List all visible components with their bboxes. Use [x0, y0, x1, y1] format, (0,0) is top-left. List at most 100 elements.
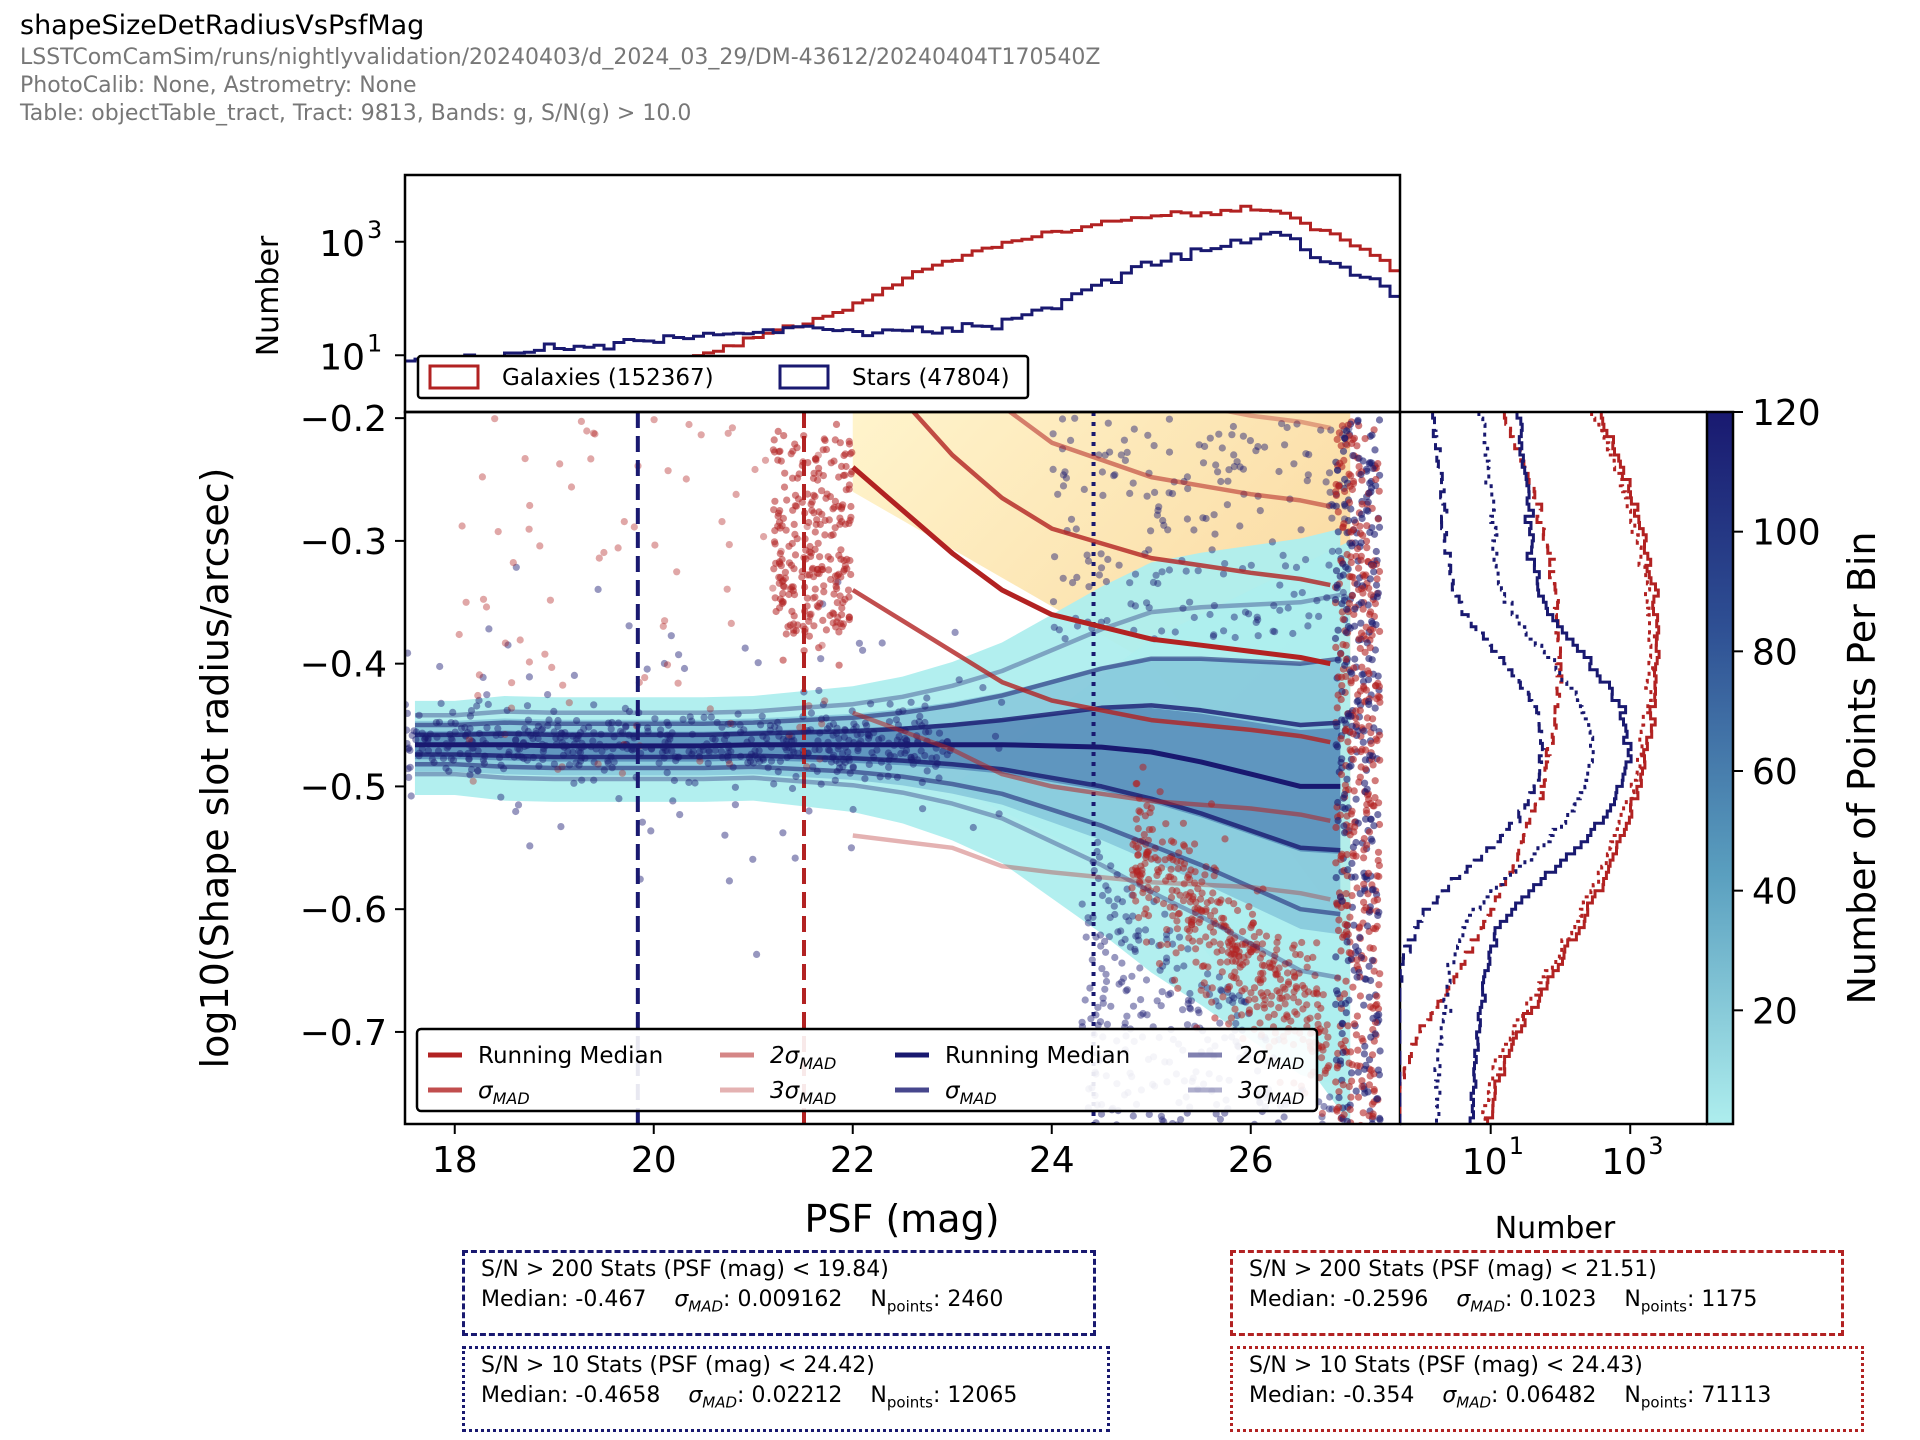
- star-point: [1071, 414, 1079, 422]
- star-point: [779, 829, 787, 837]
- edge-strip-point: [1341, 999, 1350, 1008]
- star-point: [538, 726, 546, 734]
- star-point: [1199, 459, 1208, 467]
- star-point: [1186, 598, 1194, 606]
- star-point: [1152, 571, 1160, 579]
- star-point: [415, 711, 423, 719]
- star-point: [1155, 1192, 1162, 1199]
- edge-strip-point: [1340, 990, 1349, 998]
- star-point: [910, 752, 919, 761]
- star-point: [662, 746, 670, 755]
- galaxy-point: [1206, 912, 1215, 920]
- star-point: [594, 585, 602, 594]
- edge-strip-point: [1340, 822, 1348, 830]
- stats-box-values: Median: -0.467 σMAD: 0.009162 Npoints: 2…: [481, 1285, 1077, 1321]
- star-point: [1310, 1168, 1317, 1175]
- star-point: [1183, 1021, 1192, 1029]
- galaxy-point: [1145, 826, 1153, 834]
- star-point: [1184, 996, 1193, 1004]
- edge-strip-point: [1374, 589, 1382, 597]
- star-point: [663, 747, 671, 755]
- star-point: [405, 773, 413, 782]
- galaxy-point: [727, 619, 735, 628]
- star-point: [590, 758, 598, 766]
- star-point: [919, 805, 927, 813]
- edge-strip-point: [1351, 745, 1359, 754]
- galaxy-point: [779, 656, 787, 664]
- star-point: [1200, 1129, 1207, 1136]
- edge-strip-point: [1348, 669, 1356, 678]
- star-point: [1102, 882, 1110, 890]
- star-point: [1088, 956, 1096, 964]
- galaxy-point: [1195, 918, 1203, 927]
- star-point: [1210, 511, 1218, 519]
- star-point: [1229, 422, 1237, 431]
- star-point: [892, 716, 901, 724]
- star-point: [767, 757, 776, 765]
- star-point: [483, 691, 491, 699]
- star-point: [1072, 525, 1080, 533]
- edge-strip-point: [1356, 644, 1364, 653]
- star-point: [1253, 613, 1261, 621]
- star-point: [1332, 1218, 1339, 1225]
- star-point: [1195, 1009, 1203, 1017]
- star-point: [512, 807, 520, 816]
- star-point: [1187, 997, 1195, 1005]
- galaxy-point: [1290, 941, 1298, 949]
- galaxy-point: [1167, 865, 1175, 873]
- galaxy-point: [751, 465, 759, 474]
- star-point: [1284, 604, 1292, 612]
- star-point: [607, 725, 615, 733]
- edge-strip-point: [1347, 528, 1355, 536]
- star-point: [468, 765, 476, 774]
- galaxy-point: [837, 555, 845, 563]
- star-point: [1280, 1113, 1288, 1121]
- star-point: [864, 731, 872, 739]
- star-point: [589, 737, 597, 745]
- galaxy-point: [469, 777, 477, 785]
- star-point: [1238, 1240, 1245, 1247]
- star-point: [1102, 970, 1110, 978]
- star-point: [917, 747, 925, 755]
- galaxy-point: [1257, 970, 1265, 978]
- star-point: [847, 844, 856, 852]
- x-tick-label: 20: [631, 1140, 677, 1181]
- star-point: [861, 775, 869, 783]
- galaxy-point: [818, 566, 826, 574]
- star-point: [1220, 627, 1228, 635]
- edge-strip-point: [1350, 664, 1358, 672]
- edge-strip-point: [1362, 686, 1370, 694]
- edge-strip-point: [1334, 990, 1342, 998]
- edge-strip-point: [1350, 787, 1358, 795]
- galaxy-point: [1225, 983, 1234, 991]
- galaxy-point: [1228, 957, 1237, 965]
- star-point: [705, 746, 713, 755]
- galaxy-point: [1238, 987, 1246, 995]
- star-point: [1186, 1130, 1193, 1137]
- galaxy-point: [725, 541, 733, 549]
- galaxy-point: [479, 595, 488, 603]
- star-point: [921, 752, 929, 760]
- galaxy-point: [1177, 944, 1185, 952]
- edge-strip-point: [1375, 799, 1383, 807]
- edge-strip-point: [1357, 619, 1365, 627]
- star-point: [1204, 970, 1212, 978]
- star-point: [1168, 1169, 1175, 1176]
- star-point: [1202, 514, 1210, 523]
- star-point: [1333, 1212, 1340, 1219]
- star-point: [1271, 628, 1279, 636]
- edge-strip-point: [1339, 1081, 1347, 1089]
- star-point: [651, 715, 659, 723]
- star-point: [1320, 1102, 1328, 1111]
- star-point: [1278, 420, 1286, 428]
- star-point: [550, 707, 558, 716]
- galaxy-point: [1180, 880, 1188, 888]
- star-point: [711, 736, 719, 744]
- star-point: [825, 722, 834, 730]
- edge-strip-point: [1340, 1111, 1348, 1119]
- edge-strip-point: [1375, 567, 1384, 576]
- star-point: [1055, 626, 1063, 634]
- star-point: [1215, 430, 1223, 438]
- legend-star-sigma2-label: 2σMAD: [1238, 1043, 1304, 1073]
- star-point: [1324, 1157, 1331, 1164]
